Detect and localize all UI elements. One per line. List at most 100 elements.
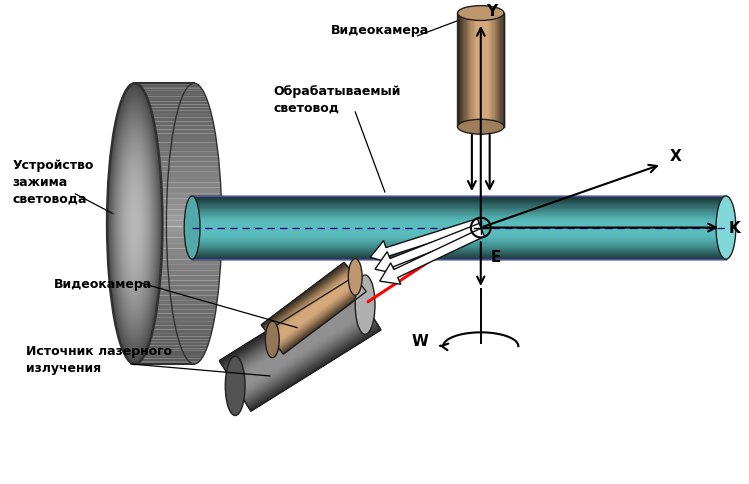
- Text: W: W: [411, 333, 428, 348]
- Ellipse shape: [108, 86, 162, 362]
- Polygon shape: [147, 97, 207, 100]
- Polygon shape: [137, 363, 198, 364]
- Polygon shape: [192, 222, 726, 223]
- Polygon shape: [247, 324, 377, 406]
- Ellipse shape: [348, 259, 363, 296]
- Ellipse shape: [121, 156, 148, 292]
- Polygon shape: [192, 202, 726, 203]
- Ellipse shape: [458, 120, 504, 135]
- Polygon shape: [244, 320, 375, 402]
- Polygon shape: [192, 247, 726, 248]
- Polygon shape: [485, 14, 487, 127]
- Ellipse shape: [184, 197, 200, 259]
- Ellipse shape: [127, 187, 142, 261]
- Polygon shape: [242, 316, 373, 398]
- Polygon shape: [152, 330, 212, 333]
- Polygon shape: [139, 362, 199, 363]
- Polygon shape: [148, 102, 209, 105]
- Polygon shape: [219, 280, 350, 362]
- Polygon shape: [281, 288, 364, 351]
- Polygon shape: [192, 209, 726, 211]
- Polygon shape: [463, 14, 464, 127]
- Polygon shape: [192, 205, 726, 206]
- Polygon shape: [192, 257, 726, 259]
- Polygon shape: [464, 14, 466, 127]
- Polygon shape: [151, 333, 211, 337]
- Polygon shape: [148, 343, 209, 346]
- Polygon shape: [192, 200, 726, 202]
- Text: Видеокамера: Видеокамера: [54, 277, 152, 290]
- Text: E: E: [491, 250, 501, 265]
- Polygon shape: [266, 269, 349, 332]
- Text: Видеокамера: Видеокамера: [330, 24, 428, 37]
- Text: Источник лазерного
излучения: Источник лазерного излучения: [26, 344, 172, 374]
- Polygon shape: [192, 198, 726, 200]
- Ellipse shape: [119, 145, 151, 303]
- Polygon shape: [265, 268, 349, 331]
- Polygon shape: [142, 88, 201, 90]
- Ellipse shape: [120, 147, 150, 301]
- Polygon shape: [227, 292, 357, 374]
- Polygon shape: [161, 265, 220, 271]
- Polygon shape: [264, 267, 348, 331]
- Polygon shape: [192, 214, 726, 215]
- Polygon shape: [192, 229, 726, 230]
- Polygon shape: [154, 322, 214, 326]
- Polygon shape: [496, 14, 497, 127]
- Ellipse shape: [124, 173, 145, 275]
- Polygon shape: [473, 14, 474, 127]
- Text: Обрабатываемый
световод: Обрабатываемый световод: [273, 85, 401, 115]
- Polygon shape: [140, 87, 201, 88]
- Polygon shape: [282, 290, 366, 354]
- Polygon shape: [192, 236, 726, 238]
- Polygon shape: [221, 283, 352, 365]
- Polygon shape: [192, 231, 726, 232]
- Polygon shape: [502, 14, 503, 127]
- Polygon shape: [267, 270, 351, 333]
- Polygon shape: [237, 308, 368, 390]
- Polygon shape: [192, 206, 726, 207]
- Polygon shape: [153, 326, 213, 330]
- Ellipse shape: [131, 206, 139, 243]
- Polygon shape: [192, 258, 726, 260]
- Polygon shape: [161, 183, 221, 188]
- Polygon shape: [231, 299, 362, 381]
- Polygon shape: [467, 14, 468, 127]
- Polygon shape: [151, 111, 211, 115]
- Ellipse shape: [132, 210, 138, 238]
- Polygon shape: [192, 228, 726, 229]
- Polygon shape: [486, 14, 488, 127]
- Polygon shape: [192, 224, 726, 225]
- Polygon shape: [160, 172, 220, 178]
- Polygon shape: [471, 14, 473, 127]
- Polygon shape: [268, 272, 351, 335]
- Polygon shape: [192, 246, 726, 247]
- Polygon shape: [192, 226, 726, 227]
- Ellipse shape: [133, 217, 136, 231]
- Polygon shape: [240, 314, 372, 396]
- Polygon shape: [220, 281, 351, 363]
- Ellipse shape: [112, 110, 157, 338]
- Ellipse shape: [112, 112, 157, 336]
- Polygon shape: [243, 318, 374, 400]
- Polygon shape: [192, 242, 726, 244]
- Polygon shape: [157, 305, 216, 310]
- Polygon shape: [153, 119, 213, 122]
- Polygon shape: [192, 239, 726, 240]
- Polygon shape: [159, 157, 219, 162]
- Ellipse shape: [109, 96, 160, 352]
- Polygon shape: [192, 252, 726, 254]
- Ellipse shape: [110, 98, 160, 350]
- Polygon shape: [261, 263, 345, 326]
- Polygon shape: [142, 357, 203, 359]
- Polygon shape: [232, 300, 363, 382]
- Polygon shape: [192, 232, 726, 233]
- Polygon shape: [139, 86, 199, 87]
- Polygon shape: [264, 266, 348, 330]
- Ellipse shape: [123, 164, 147, 285]
- Ellipse shape: [130, 196, 140, 252]
- Polygon shape: [162, 199, 222, 205]
- Polygon shape: [475, 14, 476, 127]
- Ellipse shape: [118, 140, 151, 308]
- Polygon shape: [192, 208, 726, 209]
